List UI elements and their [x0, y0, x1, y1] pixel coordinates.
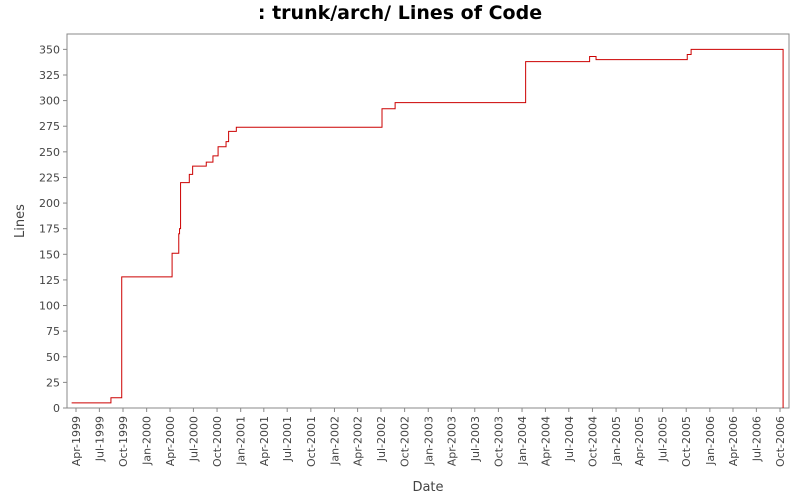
- plot-area: [66, 33, 790, 409]
- y-tick-label: 100: [39, 300, 60, 313]
- series-layer: [71, 48, 784, 408]
- x-tick-label: Jul-2006: [750, 416, 763, 462]
- x-tick-label: Apr-1999: [70, 416, 83, 466]
- x-tick-label: Jan-2004: [516, 416, 529, 466]
- x-axis-label: Date: [412, 480, 443, 495]
- x-tick-label: Apr-2001: [258, 416, 271, 466]
- x-tick-label: Jan-2002: [328, 416, 341, 466]
- x-tick-label: Jan-2003: [422, 416, 435, 466]
- y-tick-label: 125: [39, 274, 60, 287]
- y-tick-label: 275: [39, 120, 60, 133]
- x-tick-label: Jan-2005: [610, 416, 623, 466]
- x-tick-label: Oct-2004: [586, 416, 599, 467]
- x-tick-label: Apr-2003: [445, 416, 458, 466]
- x-tick-label: Oct-2003: [492, 416, 505, 467]
- x-tick-label: Oct-2001: [305, 416, 318, 467]
- y-tick-label: 350: [39, 43, 60, 56]
- x-tick-label: Oct-1999: [117, 416, 130, 467]
- x-tick-label: Jul-2003: [469, 416, 482, 462]
- x-tick-label: Jul-1999: [93, 416, 106, 462]
- y-tick-label: 75: [46, 325, 60, 338]
- x-tick-label: Jan-2006: [704, 416, 717, 466]
- y-tick-label: 200: [39, 197, 60, 210]
- chart-title: : trunk/arch/ Lines of Code: [257, 2, 543, 24]
- y-tick-label: 300: [39, 95, 60, 108]
- y-tick-label: 25: [46, 376, 60, 389]
- x-tick-label: Jul-2001: [281, 416, 294, 462]
- x-tick-label: Jan-2000: [141, 416, 154, 466]
- y-tick-label: 325: [39, 69, 60, 82]
- y-tick-label: 225: [39, 171, 60, 184]
- series-line: [71, 48, 784, 408]
- x-tick-label: Apr-2002: [352, 416, 365, 466]
- x-axis: Apr-1999 Jul-1999 Oct-1999 Jan-2000 Apr-2000…: [70, 408, 787, 467]
- y-tick-label: 250: [39, 146, 60, 159]
- x-tick-label: Apr-2004: [539, 416, 552, 466]
- x-tick-label: Apr-2005: [633, 416, 646, 466]
- x-tick-label: Oct-2005: [680, 416, 693, 467]
- x-tick-label: Apr-2006: [727, 416, 740, 466]
- x-tick-label: Oct-2000: [211, 416, 224, 467]
- x-tick-label: Jul-2002: [375, 416, 388, 462]
- x-tick-label: Jul-2000: [187, 416, 200, 462]
- x-tick-label: Apr-2000: [164, 416, 177, 466]
- x-tick-label: Jul-2004: [563, 416, 576, 462]
- y-tick-label: 50: [46, 351, 60, 364]
- x-tick-label: Jul-2005: [657, 416, 670, 462]
- y-tick-label: 150: [39, 248, 60, 261]
- y-axis: 0 25 50 75 100 125 150 175 200 225 250 275 300 325 350: [39, 43, 67, 415]
- y-axis-label: Lines: [13, 204, 28, 238]
- x-tick-label: Jan-2001: [235, 416, 248, 466]
- y-tick-label: 0: [53, 402, 60, 415]
- y-tick-label: 175: [39, 223, 60, 236]
- x-tick-label: Oct-2006: [774, 416, 787, 467]
- x-tick-label: Oct-2002: [399, 416, 412, 467]
